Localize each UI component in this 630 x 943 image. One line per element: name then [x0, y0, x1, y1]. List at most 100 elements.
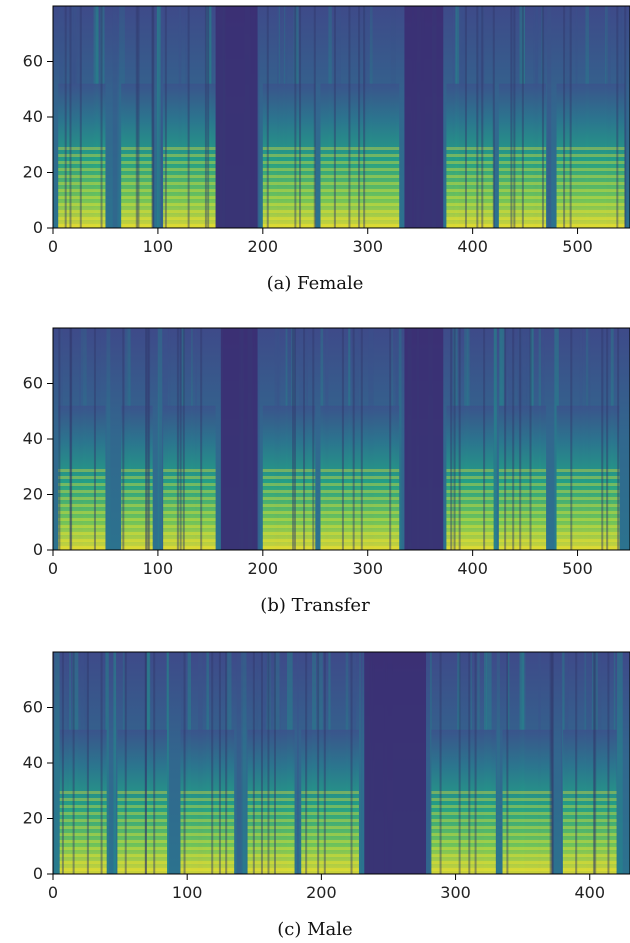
segment-gap [148, 328, 151, 550]
segment-gap [510, 6, 513, 228]
silent-region [364, 652, 427, 874]
x-tick-label-100: 100 [143, 559, 174, 578]
panel-caption: (b) Transfer [260, 595, 370, 616]
y-tick-label-60: 60 [23, 698, 43, 717]
voiced-segment [163, 328, 216, 550]
segment-gap [601, 328, 604, 550]
segment-gap [211, 652, 214, 874]
harmonic-bands [556, 144, 625, 228]
segment-gap [146, 328, 149, 550]
x-tick-label-400: 400 [457, 237, 488, 256]
y-tick-label-20: 20 [23, 163, 43, 182]
voiced-segment [320, 6, 400, 228]
segment-gap [61, 652, 64, 874]
segment-gap [312, 328, 315, 550]
texture-streak [398, 328, 402, 550]
segment-gap [100, 652, 103, 874]
segment-gap [266, 6, 269, 228]
segment-gap [551, 652, 554, 874]
harmonic-bands [180, 790, 235, 874]
x-tick-label-300: 300 [352, 237, 383, 256]
segment-gap [225, 652, 228, 874]
voiced-segment [320, 328, 400, 550]
segment-gap [607, 652, 610, 874]
texture-streak [256, 6, 260, 228]
x-tick-label-500: 500 [562, 559, 593, 578]
texture-streak [157, 328, 163, 550]
harmonic-bands [320, 144, 400, 228]
segment-gap [476, 6, 479, 228]
texture-streak [54, 652, 60, 874]
texture-streak [240, 652, 247, 874]
segment-gap [292, 328, 295, 550]
segment-gap [273, 652, 276, 874]
segment-gap [352, 328, 355, 550]
harmonic-bands [498, 466, 547, 550]
segment-gap [58, 328, 61, 550]
segment-gap [218, 652, 221, 874]
segment-gap [152, 6, 155, 228]
segment-gap [464, 6, 467, 228]
y-tick-label-0: 0 [33, 864, 43, 883]
harmonic-bands [446, 466, 494, 550]
silent-region [215, 6, 258, 228]
harmonic-bands [556, 466, 620, 550]
segment-gap [606, 328, 609, 550]
segment-gap [458, 652, 461, 874]
segment-gap [299, 6, 302, 228]
segment-gap [521, 6, 524, 228]
y-tick-label-20: 20 [23, 485, 43, 504]
voiced-segment [121, 6, 155, 228]
plot-area [53, 328, 630, 550]
segment-gap [93, 328, 96, 550]
panel-caption: (a) Female [267, 273, 364, 294]
segment-gap [551, 652, 554, 874]
segment-gap [529, 328, 532, 550]
segment-gap [624, 6, 627, 228]
segment-gap [70, 328, 73, 550]
segment-gap [350, 652, 353, 874]
texture-streak [359, 652, 361, 874]
x-tick-label-300: 300 [352, 559, 383, 578]
segment-gap [305, 652, 308, 874]
segment-gap [617, 328, 620, 550]
segment-gap [358, 6, 361, 228]
harmonic-bands [121, 144, 153, 228]
segment-gap [474, 652, 477, 874]
x-tick-label-300: 300 [440, 883, 471, 902]
segment-gap [69, 328, 72, 550]
segment-gap [100, 6, 103, 228]
harmonic-bands [117, 790, 168, 874]
segment-gap [64, 6, 67, 228]
voiced-segment [446, 328, 494, 550]
texture-streak [113, 652, 117, 874]
segment-gap [513, 6, 516, 228]
harmonic-bands [446, 144, 494, 228]
silent-region [404, 328, 444, 550]
segment-gap [164, 6, 167, 228]
segment-gap [323, 652, 326, 874]
segment-gap [293, 328, 296, 550]
plot-area [53, 652, 630, 874]
segment-gap [179, 328, 182, 550]
segment-gap [570, 328, 573, 550]
segment-gap [468, 652, 471, 874]
segment-gap [69, 6, 72, 228]
segment-gap [439, 652, 442, 874]
segment-gap [153, 652, 156, 874]
harmonic-bands [163, 144, 216, 228]
segment-gap [260, 652, 263, 874]
voiced-segment [163, 6, 216, 228]
segment-gap [541, 6, 544, 228]
texture-streak [105, 652, 109, 874]
segment-gap [137, 6, 140, 228]
segment-gap [363, 6, 366, 228]
texture-streak [166, 652, 170, 874]
silent-region [220, 328, 258, 550]
texture-streak [156, 6, 161, 228]
voiced-segment [121, 328, 153, 550]
segment-gap [549, 652, 552, 874]
segment-gap [506, 652, 509, 874]
spectrogram-panel-1: 0 20 40 60 0 100 200 300 400 500 (a) Female [23, 5, 630, 294]
segment-gap [348, 6, 351, 228]
